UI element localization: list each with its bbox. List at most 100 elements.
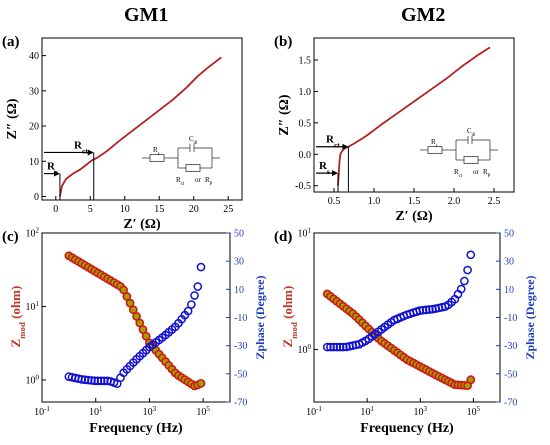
y-right-tick-label-c: -30	[234, 341, 247, 352]
x-axis-label-b: Z′ (Ω)	[395, 209, 433, 224]
circuit-diagram-a	[142, 144, 220, 172]
y-tick-label-a: 30	[29, 86, 39, 97]
zphase-point-c	[196, 262, 206, 272]
y-left-tick-label-c: 100	[26, 373, 40, 386]
y-right-tick-label-d: -70	[504, 398, 517, 409]
rct-label-a: Rct	[74, 139, 88, 155]
circuit-label-or: or	[473, 168, 480, 176]
zmod-point-d	[466, 375, 476, 385]
circuit-label-cdl: Cdl	[189, 135, 198, 146]
zphase-point-d	[415, 306, 425, 315]
x-axis-label-a: Z′ (Ω)	[123, 217, 161, 232]
y-tick-label-a: 40	[29, 51, 39, 62]
x-tick-label-c: 103	[143, 405, 157, 418]
zmod-point-c	[132, 311, 141, 321]
x-axis-label-c: Frequency (Hz)	[89, 421, 183, 436]
panel-label-a: (a)	[2, 34, 20, 50]
zphase-point-d	[463, 265, 472, 275]
zmod-point-c	[128, 305, 138, 315]
rct-label-b: Rct	[326, 134, 340, 150]
zphase-point-c	[186, 300, 196, 309]
zphase-point-d	[338, 342, 348, 352]
y-right-tick-label-d: 50	[504, 229, 514, 240]
zphase-point-d	[466, 250, 476, 260]
circuit-label-rct: Rct	[176, 176, 185, 187]
zmod-point-c	[135, 318, 145, 328]
circuit-label-or: or	[195, 176, 202, 184]
x-tick-label-a: 10	[120, 204, 130, 215]
header-gm1: GM1	[124, 4, 169, 26]
zphase-point-d	[460, 276, 469, 286]
zphase-point-c	[93, 376, 103, 386]
circuit-resistor-rct	[463, 156, 479, 164]
y-right-tick-label-d: -30	[504, 341, 517, 352]
x-tick-label-d: 101	[360, 405, 374, 418]
panel-label-d: (d)	[274, 229, 292, 245]
y-right-tick-label-d: -10	[504, 313, 517, 324]
y-tick-label-b: 1.0	[299, 87, 312, 98]
zphase-point-d	[335, 342, 345, 352]
y-left-tick-label-c: 102	[26, 227, 40, 240]
rs-arrowhead-a	[53, 170, 60, 177]
x-tick-label-a: 25	[223, 204, 233, 215]
rs-label-a: Rs	[47, 161, 58, 177]
zphase-point-d	[456, 284, 466, 294]
zphase-point-d	[322, 342, 332, 352]
y-left-tick-label-c: 101	[26, 300, 40, 313]
y-tick-label-b: 0.0	[299, 150, 312, 161]
plot-frame-a	[41, 37, 243, 201]
x-tick-label-a: 0	[53, 204, 58, 215]
y-axis-label-b: Z″ (Ω)	[277, 94, 292, 135]
y-tick-label-b: 0.5	[299, 118, 312, 129]
x-tick-label-b: 0.5	[328, 196, 341, 207]
rct-arrowhead-b	[342, 143, 349, 150]
y-right-tick-label-d: 10	[504, 285, 514, 296]
rs-label-b: Rs	[319, 160, 330, 176]
zphase-point-d	[326, 342, 335, 352]
y-right-tick-label-c: 30	[234, 257, 244, 268]
zphase-point-c	[190, 291, 199, 300]
zphase-point-c	[90, 376, 99, 386]
circuit-label-rp: RP	[205, 176, 213, 187]
zphase-point-d	[329, 342, 339, 352]
zmod-point-c	[138, 325, 148, 335]
panel-label-c: (c)	[2, 229, 19, 245]
y-right-axis-label-c: Zphase (Degree)	[253, 275, 267, 359]
x-tick-label-d: 10-1	[306, 405, 322, 418]
nyquist-line-b	[337, 46, 491, 186]
y-left-axis-label-d: Zmod (ohm)	[280, 286, 299, 348]
x-axis-label-d: Frequency (Hz)	[360, 421, 454, 436]
y-right-axis-label-d: Zphase (Degree)	[523, 275, 537, 359]
x-tick-label-a: 5	[88, 204, 93, 215]
zphase-point-c	[193, 282, 203, 291]
zphase-point-c	[96, 376, 106, 386]
circuit-label-rp: RP	[483, 168, 491, 179]
y-right-tick-label-d: -50	[504, 369, 517, 380]
circuit-label-cdl: Cdl	[467, 127, 476, 138]
y-right-tick-label-c: 50	[234, 229, 244, 240]
circuit-label-rct: Rct	[454, 168, 463, 179]
circuit-label-rs: Rs	[153, 146, 160, 157]
y-left-tick-label-d: 101	[298, 227, 312, 240]
rct-arrowhead-a	[87, 149, 94, 156]
zphase-point-d	[332, 342, 342, 352]
x-tick-label-d: 103	[414, 405, 428, 418]
y-right-tick-label-c: -10	[234, 313, 247, 324]
zmod-point-c	[125, 298, 135, 308]
zmod-point-c	[122, 292, 132, 301]
x-tick-label-a: 15	[154, 204, 164, 215]
circuit-diagram-b	[420, 136, 498, 164]
x-tick-label-c: 105	[196, 405, 210, 418]
y-tick-label-a: 10	[29, 157, 39, 168]
zphase-point-c	[183, 306, 193, 316]
x-tick-label-b: 2.5	[488, 196, 501, 207]
y-left-tick-label-d: 100	[298, 343, 312, 356]
x-tick-label-b: 1.5	[408, 196, 421, 207]
y-right-tick-label-d: 30	[504, 257, 514, 268]
y-tick-label-b: -0.5	[295, 181, 311, 192]
header-gm2: GM2	[401, 4, 446, 26]
y-right-tick-label-c: -70	[234, 398, 247, 409]
y-tick-label-a: 0	[34, 192, 39, 203]
